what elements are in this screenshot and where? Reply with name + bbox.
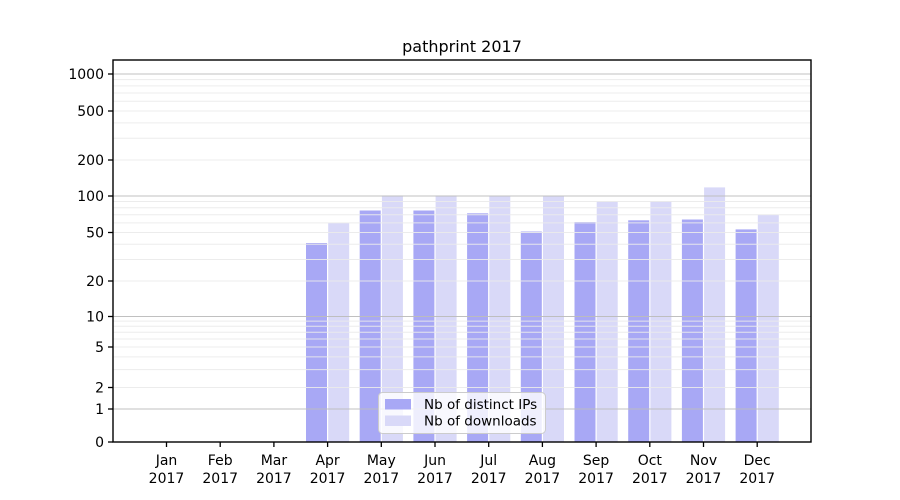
x-tick-label-month: Jan bbox=[155, 453, 178, 469]
x-tick-label-month: Mar bbox=[261, 453, 288, 469]
bar-nb-of-distinct-ips-apr bbox=[306, 243, 327, 442]
y-tick-label: 50 bbox=[86, 226, 104, 242]
bar-nb-of-distinct-ips-jul bbox=[467, 213, 489, 442]
x-tick-label-year: 2017 bbox=[525, 471, 561, 487]
x-tick-label-month: Feb bbox=[208, 453, 233, 469]
x-tick-label-year: 2017 bbox=[578, 471, 614, 487]
bar-nb-of-downloads-jun bbox=[435, 195, 457, 442]
bar-nb-of-downloads-sep bbox=[596, 201, 618, 442]
bar-nb-of-downloads-nov bbox=[704, 187, 726, 442]
x-tick-label-month: May bbox=[367, 453, 396, 469]
bar-nb-of-distinct-ips-nov bbox=[681, 219, 703, 442]
x-tick-label-month: Jun bbox=[423, 453, 446, 469]
bar-nb-of-downloads-may bbox=[381, 195, 403, 442]
x-tick-label-year: 2017 bbox=[149, 471, 185, 487]
bars-layer bbox=[306, 187, 779, 442]
x-tick-label-year: 2017 bbox=[686, 471, 722, 487]
bar-nb-of-downloads-aug bbox=[543, 196, 564, 442]
x-tick-label-month: Oct bbox=[638, 453, 663, 469]
y-tick-label: 1 bbox=[95, 402, 104, 418]
x-tick-labels-layer: Jan 2017 Feb 2017 Mar 2017 Apr 2017 May 2017 Jun 20… bbox=[149, 453, 775, 487]
y-tick-label: 10 bbox=[86, 310, 104, 326]
bar-nb-of-downloads-jul bbox=[489, 196, 511, 442]
y-tick-labels-layer: 0 1 2 5 10 20 50 100 200 500 1000 bbox=[68, 67, 104, 451]
x-tick-label-year: 2017 bbox=[310, 471, 346, 487]
y-tick-label: 20 bbox=[86, 274, 104, 290]
legend-label: Nb of downloads bbox=[424, 414, 537, 430]
legend-swatch bbox=[385, 415, 411, 426]
y-tick-label: 1000 bbox=[68, 67, 104, 83]
y-tick-label: 0 bbox=[95, 435, 104, 451]
x-tick-label-month: Nov bbox=[690, 453, 717, 469]
x-tick-label-year: 2017 bbox=[363, 471, 399, 487]
x-tick-label-year: 2017 bbox=[471, 471, 507, 487]
bar-nb-of-distinct-ips-dec bbox=[735, 229, 757, 442]
bar-nb-of-distinct-ips-oct bbox=[628, 220, 650, 442]
x-tick-label-year: 2017 bbox=[739, 471, 775, 487]
legend-box bbox=[378, 392, 546, 434]
gridlines-layer bbox=[113, 73, 811, 410]
y-tick-label: 200 bbox=[77, 153, 104, 169]
x-tick-label-month: Aug bbox=[529, 453, 556, 469]
plot-border bbox=[112, 59, 812, 443]
bar-nb-of-distinct-ips-aug bbox=[520, 231, 542, 442]
y-tick-label: 5 bbox=[95, 340, 104, 356]
x-tick-label-month: Sep bbox=[583, 453, 610, 469]
x-tick-label-month: Dec bbox=[744, 453, 771, 469]
chart-title: pathprint 2017 bbox=[402, 37, 522, 56]
x-tick-label-year: 2017 bbox=[202, 471, 238, 487]
legend-label: Nb of distinct IPs bbox=[424, 397, 537, 413]
y-tick-label: 2 bbox=[95, 381, 104, 397]
x-tick-label-month: Jul bbox=[479, 453, 497, 469]
x-tick-label-year: 2017 bbox=[256, 471, 292, 487]
x-tick-label-month: Apr bbox=[315, 453, 339, 469]
y-tick-label: 100 bbox=[77, 189, 104, 205]
bar-nb-of-downloads-dec bbox=[757, 214, 779, 442]
x-tick-label-year: 2017 bbox=[417, 471, 453, 487]
y-tick-label: 500 bbox=[77, 104, 104, 120]
x-tick-label-year: 2017 bbox=[632, 471, 668, 487]
axes-layer bbox=[108, 59, 812, 447]
legend-swatch bbox=[385, 399, 411, 410]
